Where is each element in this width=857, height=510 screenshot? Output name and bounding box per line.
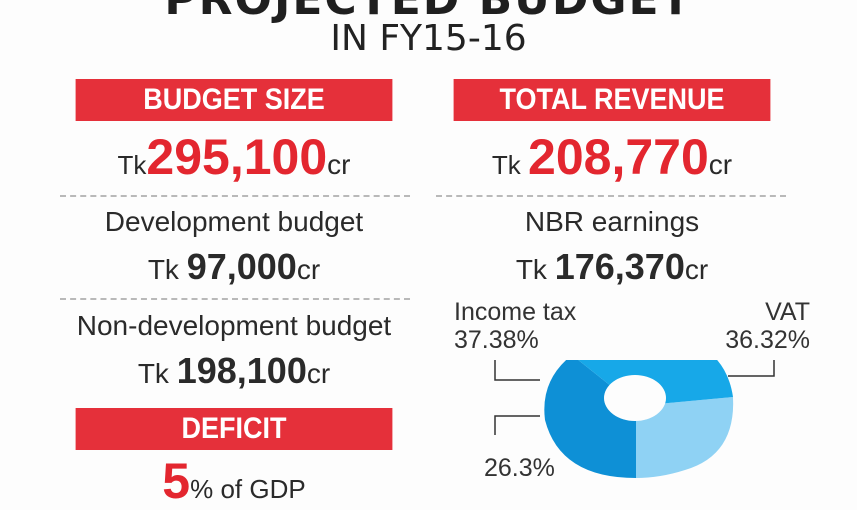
deficit-value: 5% of GDP bbox=[58, 452, 410, 510]
leader-line-vat bbox=[728, 360, 775, 377]
total-revenue-value: Tk 208,770cr bbox=[436, 128, 788, 186]
income-tax-label: Income tax 37.38% bbox=[454, 298, 576, 354]
currency-prefix: Tk bbox=[515, 254, 555, 285]
vat-name: VAT bbox=[765, 298, 810, 326]
other-pct-label: 26.3% bbox=[484, 454, 555, 482]
page-subtitle: IN FY15-16 bbox=[330, 18, 527, 59]
divider bbox=[436, 195, 786, 197]
nbr-number: 176,370 bbox=[554, 246, 685, 287]
non-development-number: 198,100 bbox=[176, 350, 307, 391]
vat-label: VAT 36.32% bbox=[720, 298, 810, 354]
unit: cr bbox=[684, 254, 709, 285]
currency-prefix: Tk bbox=[137, 358, 177, 389]
nbr-label: NBR earnings bbox=[524, 206, 700, 237]
budget-size-banner: BUDGET SIZE bbox=[75, 79, 393, 121]
currency-prefix: Tk bbox=[147, 254, 187, 285]
budget-size-value: Tk295,100cr bbox=[58, 128, 410, 186]
unit: cr bbox=[306, 358, 331, 389]
nbr-donut-chart bbox=[494, 360, 775, 478]
vat-pct: 36.32% bbox=[725, 326, 810, 354]
leader-line-other bbox=[494, 415, 540, 435]
donut-hole bbox=[604, 375, 666, 421]
non-development-value: Tk 198,100cr bbox=[58, 350, 410, 392]
budget-size-number: 295,100 bbox=[146, 129, 328, 185]
deficit-number: 5 bbox=[162, 453, 191, 509]
unit: cr bbox=[708, 149, 733, 180]
income-tax-pct: 37.38% bbox=[454, 326, 539, 354]
page-title: PROJECTED BUDGET bbox=[0, 0, 857, 25]
unit: cr bbox=[327, 149, 351, 180]
non-development-label: Non-development budget bbox=[76, 310, 392, 341]
development-label: Development budget bbox=[104, 206, 364, 237]
unit: % of GDP bbox=[190, 474, 306, 504]
income-tax-name: Income tax bbox=[454, 298, 577, 326]
currency-prefix: Tk bbox=[117, 150, 147, 180]
leader-line-income-tax bbox=[494, 360, 540, 381]
nbr-value: Tk 176,370cr bbox=[436, 246, 788, 288]
total-revenue-number: 208,770 bbox=[528, 129, 709, 185]
total-revenue-banner: TOTAL REVENUE bbox=[453, 79, 771, 121]
unit: cr bbox=[296, 254, 321, 285]
currency-prefix: Tk bbox=[491, 150, 529, 180]
slice-other bbox=[636, 397, 734, 478]
deficit-banner: DEFICIT bbox=[75, 408, 393, 450]
divider bbox=[60, 195, 410, 197]
development-number: 97,000 bbox=[186, 246, 297, 287]
divider bbox=[60, 298, 410, 300]
development-value: Tk 97,000cr bbox=[58, 246, 410, 288]
